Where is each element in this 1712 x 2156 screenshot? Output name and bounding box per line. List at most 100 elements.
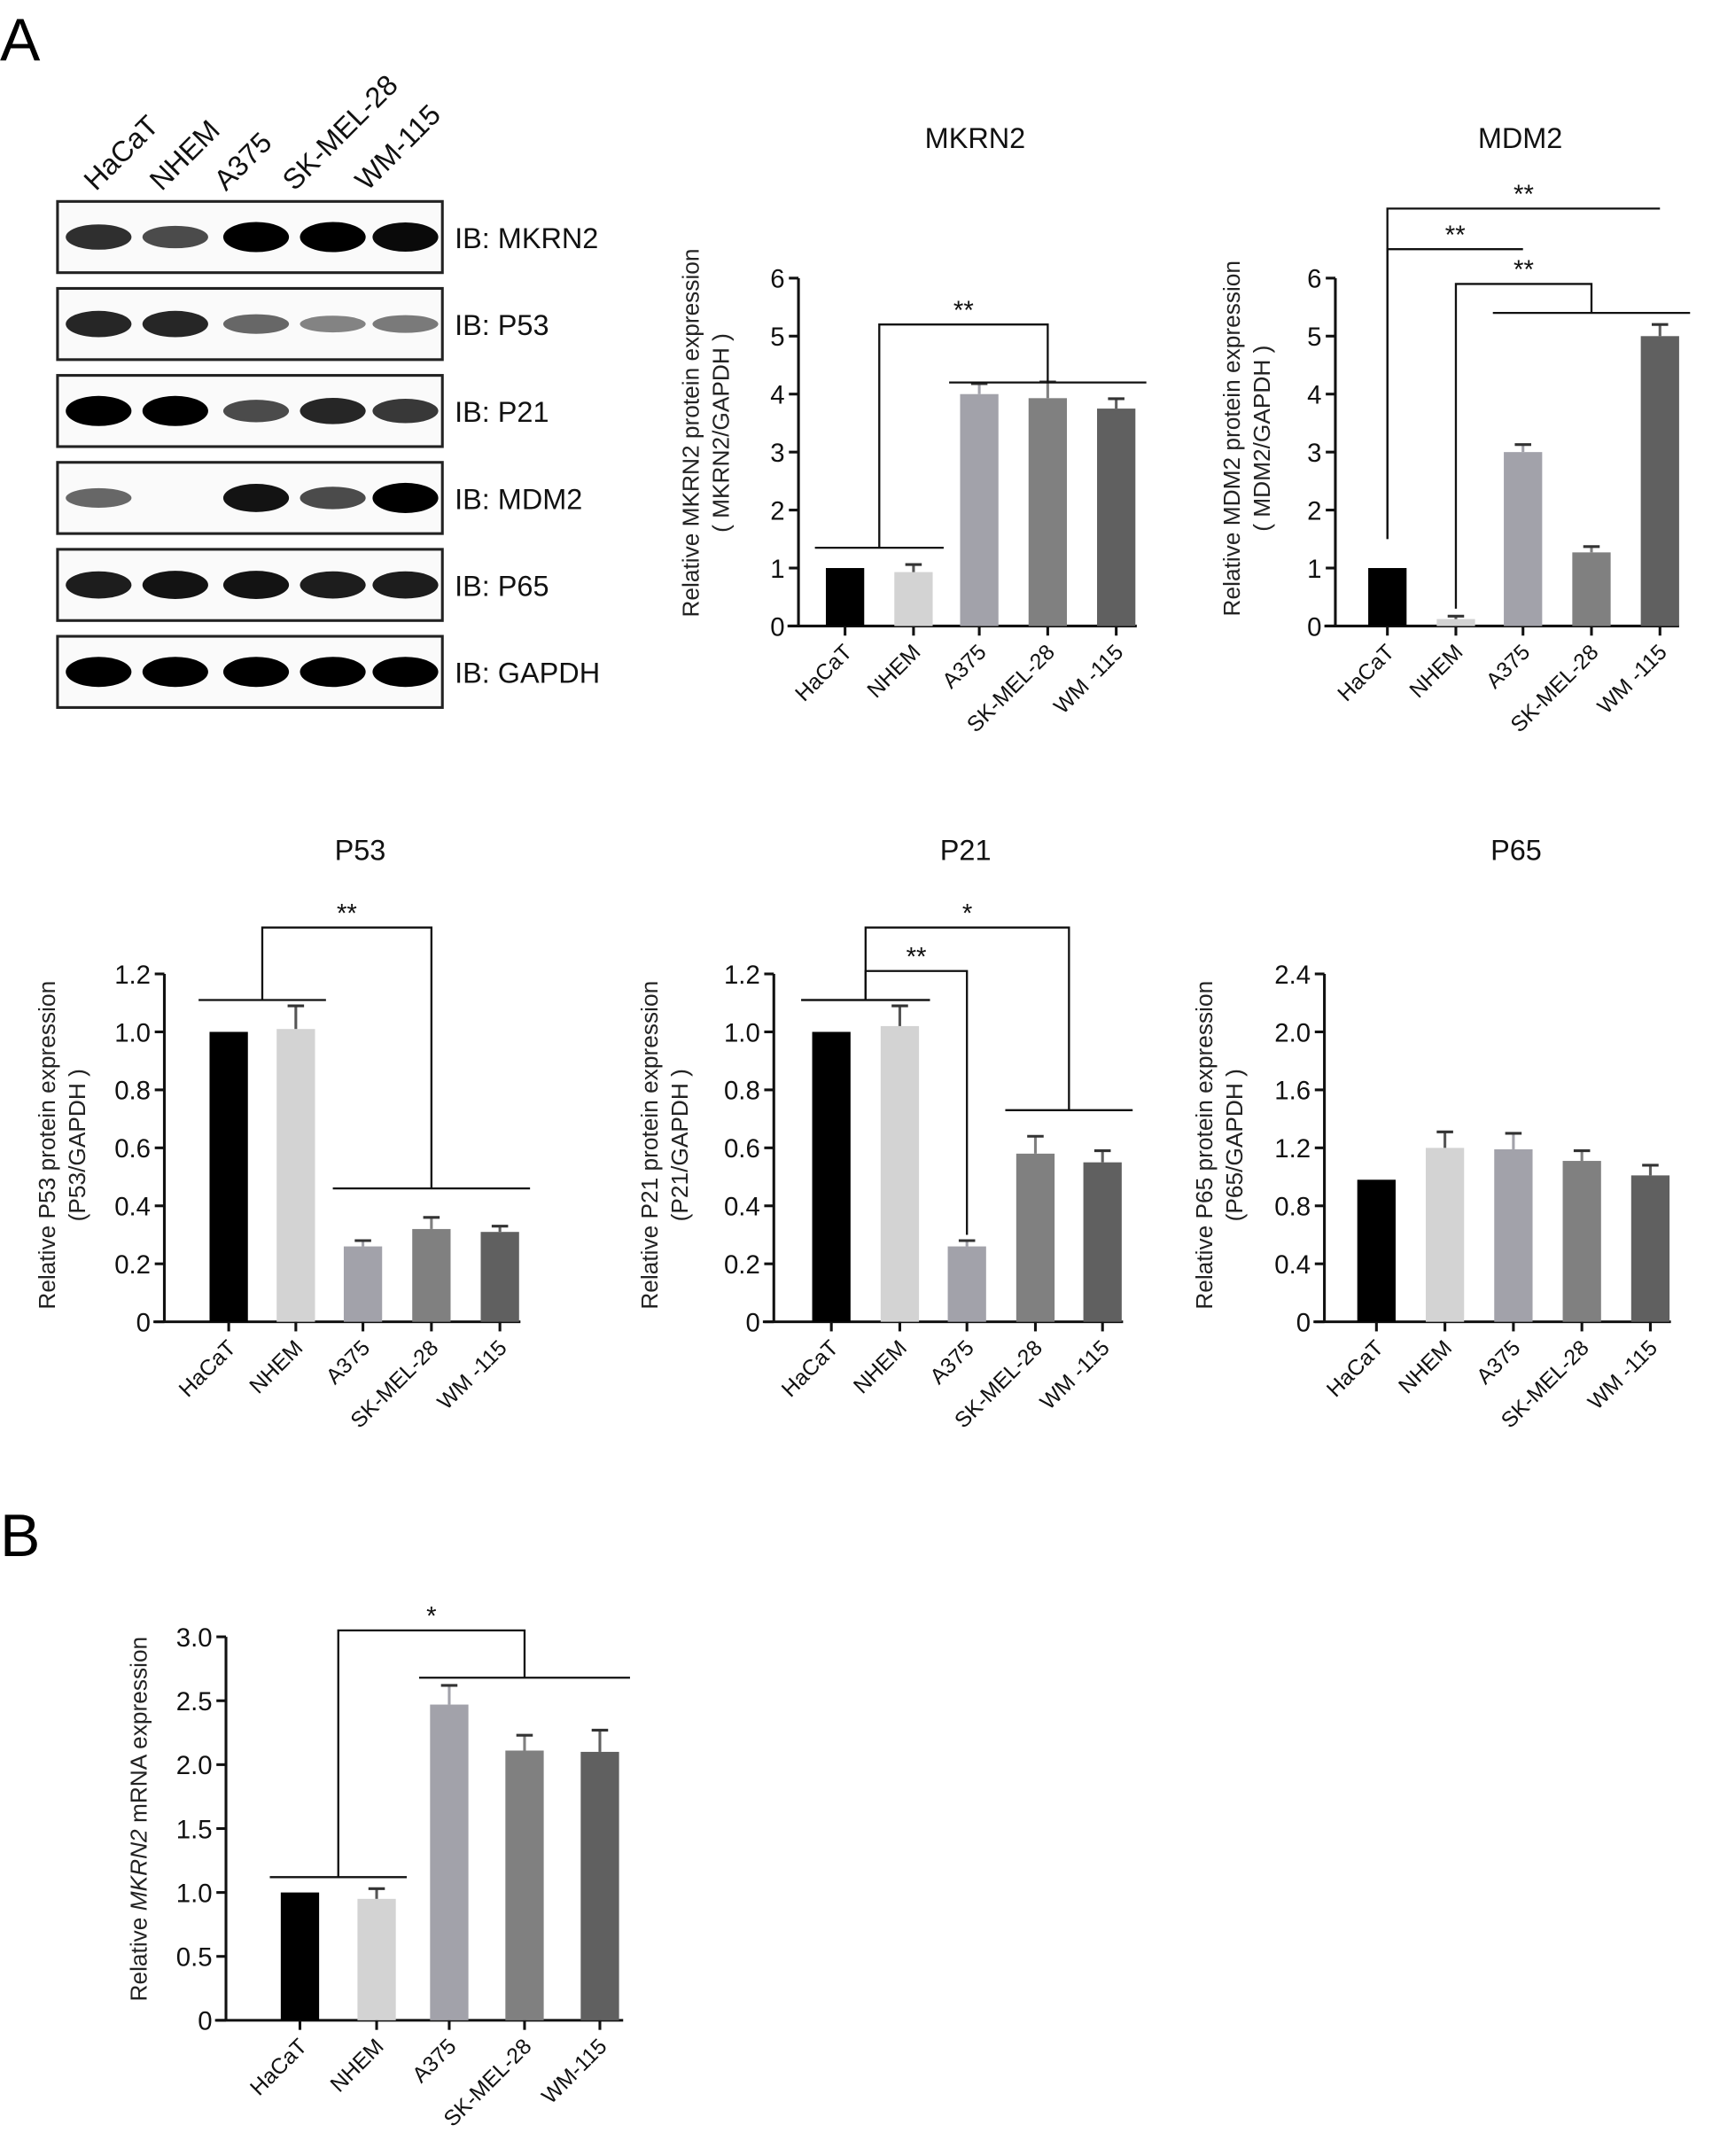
bar — [960, 393, 999, 627]
chart-title: P65 — [1490, 835, 1542, 867]
x-tick-label: A375 — [409, 2035, 462, 2088]
bar — [812, 1031, 851, 1322]
bar — [1640, 336, 1679, 627]
bar — [1016, 1153, 1055, 1322]
blot-band — [142, 657, 208, 688]
blot-band — [222, 657, 290, 688]
y-tick-label: 0 — [136, 1308, 151, 1337]
y-tick-label: 2 — [770, 496, 784, 525]
bar — [430, 1704, 469, 2020]
blot-band — [372, 657, 439, 688]
blot-band — [300, 397, 366, 424]
chart-title: P53 — [335, 835, 386, 867]
y-tick-label: 2.0 — [176, 1751, 213, 1780]
y-tick-label: 0.4 — [724, 1193, 760, 1222]
y-axis-label: Relative P65 protein expression — [1191, 981, 1218, 1310]
blot-band — [372, 222, 439, 252]
y-tick-label: 1.6 — [1274, 1077, 1311, 1106]
blot-row-label: IB: P65 — [455, 570, 549, 602]
y-tick-label: 0 — [198, 2007, 212, 2036]
bar — [880, 1025, 920, 1322]
y-tick-label: 0 — [1307, 612, 1321, 642]
y-tick-label: 3 — [1307, 439, 1321, 468]
significance-label: ** — [907, 943, 927, 972]
y-tick-label: 3 — [770, 439, 784, 468]
y-tick-label: 0.8 — [1274, 1193, 1311, 1222]
x-tick-label: A375 — [926, 1336, 979, 1389]
blot-band — [66, 657, 132, 688]
panel-label-a: A — [0, 6, 41, 74]
bar — [1630, 1175, 1670, 1322]
chart-p65: P65 Relative P65 protein expression (P65/G… — [1191, 835, 1671, 1433]
blot-band — [222, 571, 290, 600]
significance-label: ** — [953, 296, 974, 325]
blot-band — [222, 484, 290, 512]
bar — [1494, 1148, 1533, 1322]
y-tick-label: 0.4 — [1274, 1250, 1311, 1280]
y-tick-label: 0.5 — [176, 1943, 213, 1973]
x-tick-label: NHEM — [1395, 1336, 1458, 1399]
x-tick-label: WM -115 — [1593, 641, 1672, 720]
blot-band — [300, 222, 366, 253]
significance-bracket — [261, 926, 433, 1189]
bar — [1504, 452, 1543, 627]
y-axis-label: Relative P53 protein expression — [34, 981, 60, 1310]
x-tick-label: WM-115 — [538, 2035, 612, 2109]
y-axis-label-units: ( MDM2/GAPDH ) — [1249, 346, 1275, 532]
blot-band — [372, 315, 439, 333]
y-axis-label-units: (P65/GAPDH ) — [1221, 1069, 1248, 1221]
blot-band — [66, 224, 132, 250]
y-tick-label: 0.4 — [114, 1193, 151, 1222]
bar — [1028, 398, 1068, 627]
blot-band — [300, 315, 366, 333]
y-tick-label: 6 — [1307, 265, 1321, 294]
chart-mkrn2: MKRN2 Relative MKRN2 protein expression( … — [677, 122, 1147, 737]
significance-bracket — [1386, 247, 1523, 540]
blot-band — [372, 571, 439, 599]
y-tick-label: 1.2 — [114, 961, 151, 990]
x-tick-label: HaCaT — [777, 1336, 843, 1402]
blot-band — [66, 310, 132, 338]
significance-label: ** — [1514, 255, 1534, 284]
bar — [1562, 1161, 1601, 1322]
significance-label: ** — [1514, 180, 1534, 209]
significance-label: ** — [337, 899, 357, 929]
blot-band — [372, 399, 439, 424]
chart-title: MKRN2 — [925, 122, 1026, 154]
bar — [1436, 619, 1475, 627]
blot-band — [142, 310, 208, 338]
blot-band — [222, 222, 290, 253]
x-tick-label: A375 — [938, 641, 992, 694]
bar — [1368, 568, 1407, 627]
x-tick-label: NHEM — [849, 1336, 912, 1399]
y-tick-label: 1.0 — [114, 1018, 151, 1047]
y-axis-label: Relative P21 protein expression — [636, 981, 663, 1310]
y-tick-label: 0 — [770, 612, 784, 642]
y-tick-label: 6 — [770, 265, 784, 294]
x-tick-label: NHEM — [863, 641, 926, 704]
blot-band — [222, 400, 290, 423]
y-tick-label: 1.0 — [724, 1018, 760, 1047]
bar — [209, 1031, 248, 1322]
bar — [825, 568, 865, 627]
y-tick-label: 0 — [1296, 1308, 1311, 1337]
blot-band — [142, 395, 208, 426]
y-tick-label: 4 — [770, 381, 784, 410]
x-tick-label: HaCaT — [1334, 641, 1399, 706]
blot-band — [66, 395, 132, 426]
y-tick-label: 2.4 — [1274, 961, 1311, 990]
significance-label: * — [426, 1602, 436, 1631]
x-tick-label: A375 — [1482, 641, 1535, 694]
y-tick-label: 0.8 — [114, 1077, 151, 1106]
y-tick-label: 1 — [1307, 555, 1321, 584]
chart-title: MDM2 — [1478, 122, 1563, 154]
y-tick-label: 1.2 — [1274, 1134, 1311, 1164]
bar — [1097, 409, 1136, 627]
blot-band — [222, 314, 290, 334]
bar — [412, 1228, 451, 1322]
bar — [505, 1750, 544, 2020]
bar — [947, 1246, 986, 1322]
x-tick-label: WM -115 — [433, 1336, 512, 1415]
blot-row-label: IB: P21 — [455, 396, 549, 428]
